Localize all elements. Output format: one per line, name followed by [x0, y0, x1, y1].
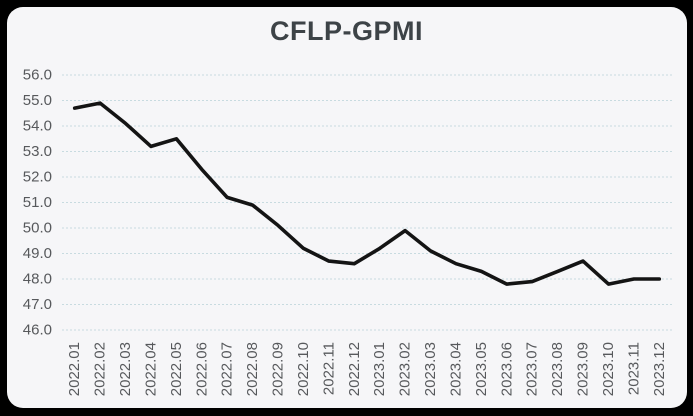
y-tick-label: 54.0	[23, 118, 52, 135]
y-tick-label: 51.0	[23, 194, 52, 211]
x-tick-label: 2022.04	[142, 342, 159, 396]
x-tick-label: 2023.02	[397, 342, 414, 396]
x-tick-label: 2023.10	[600, 342, 617, 396]
x-tick-label: 2022.06	[193, 342, 210, 396]
x-tick-label: 2022.12	[346, 342, 363, 396]
x-tick-label: 2023.01	[371, 342, 388, 396]
x-tick-label: 2023.12	[651, 342, 668, 396]
y-tick-label: 47.0	[23, 296, 52, 313]
x-tick-label: 2022.11	[320, 342, 337, 395]
y-tick-label: 49.0	[23, 245, 52, 262]
x-tick-label: 2023.06	[498, 342, 515, 396]
x-tick-label: 2022.01	[66, 342, 83, 396]
y-tick-label: 48.0	[23, 271, 52, 288]
y-tick-label: 46.0	[23, 322, 52, 339]
x-tick-label: 2023.08	[549, 342, 566, 396]
x-tick-label: 2022.05	[168, 342, 185, 396]
y-tick-label: 50.0	[23, 220, 52, 237]
x-tick-label: 2022.08	[244, 342, 261, 396]
x-tick-label: 2023.11	[625, 342, 642, 395]
x-tick-label: 2023.07	[524, 342, 541, 396]
x-tick-label: 2022.10	[295, 342, 312, 396]
x-tick-label: 2023.04	[447, 342, 464, 396]
chart-title: CFLP-GPMI	[270, 16, 423, 46]
x-tick-label: 2022.02	[92, 342, 109, 396]
x-tick-label: 2022.07	[219, 342, 236, 396]
y-tick-label: 52.0	[23, 169, 52, 186]
y-tick-label: 55.0	[23, 92, 52, 109]
y-tick-label: 56.0	[23, 67, 52, 84]
x-tick-label: 2022.09	[270, 342, 287, 396]
x-tick-label: 2023.03	[422, 342, 439, 396]
x-tick-label: 2022.03	[117, 342, 134, 396]
y-tick-label: 53.0	[23, 143, 52, 160]
x-tick-label: 2023.05	[473, 342, 490, 396]
x-tick-label: 2023.09	[575, 342, 592, 396]
chart-card	[7, 7, 687, 408]
series-line	[72, 101, 662, 286]
